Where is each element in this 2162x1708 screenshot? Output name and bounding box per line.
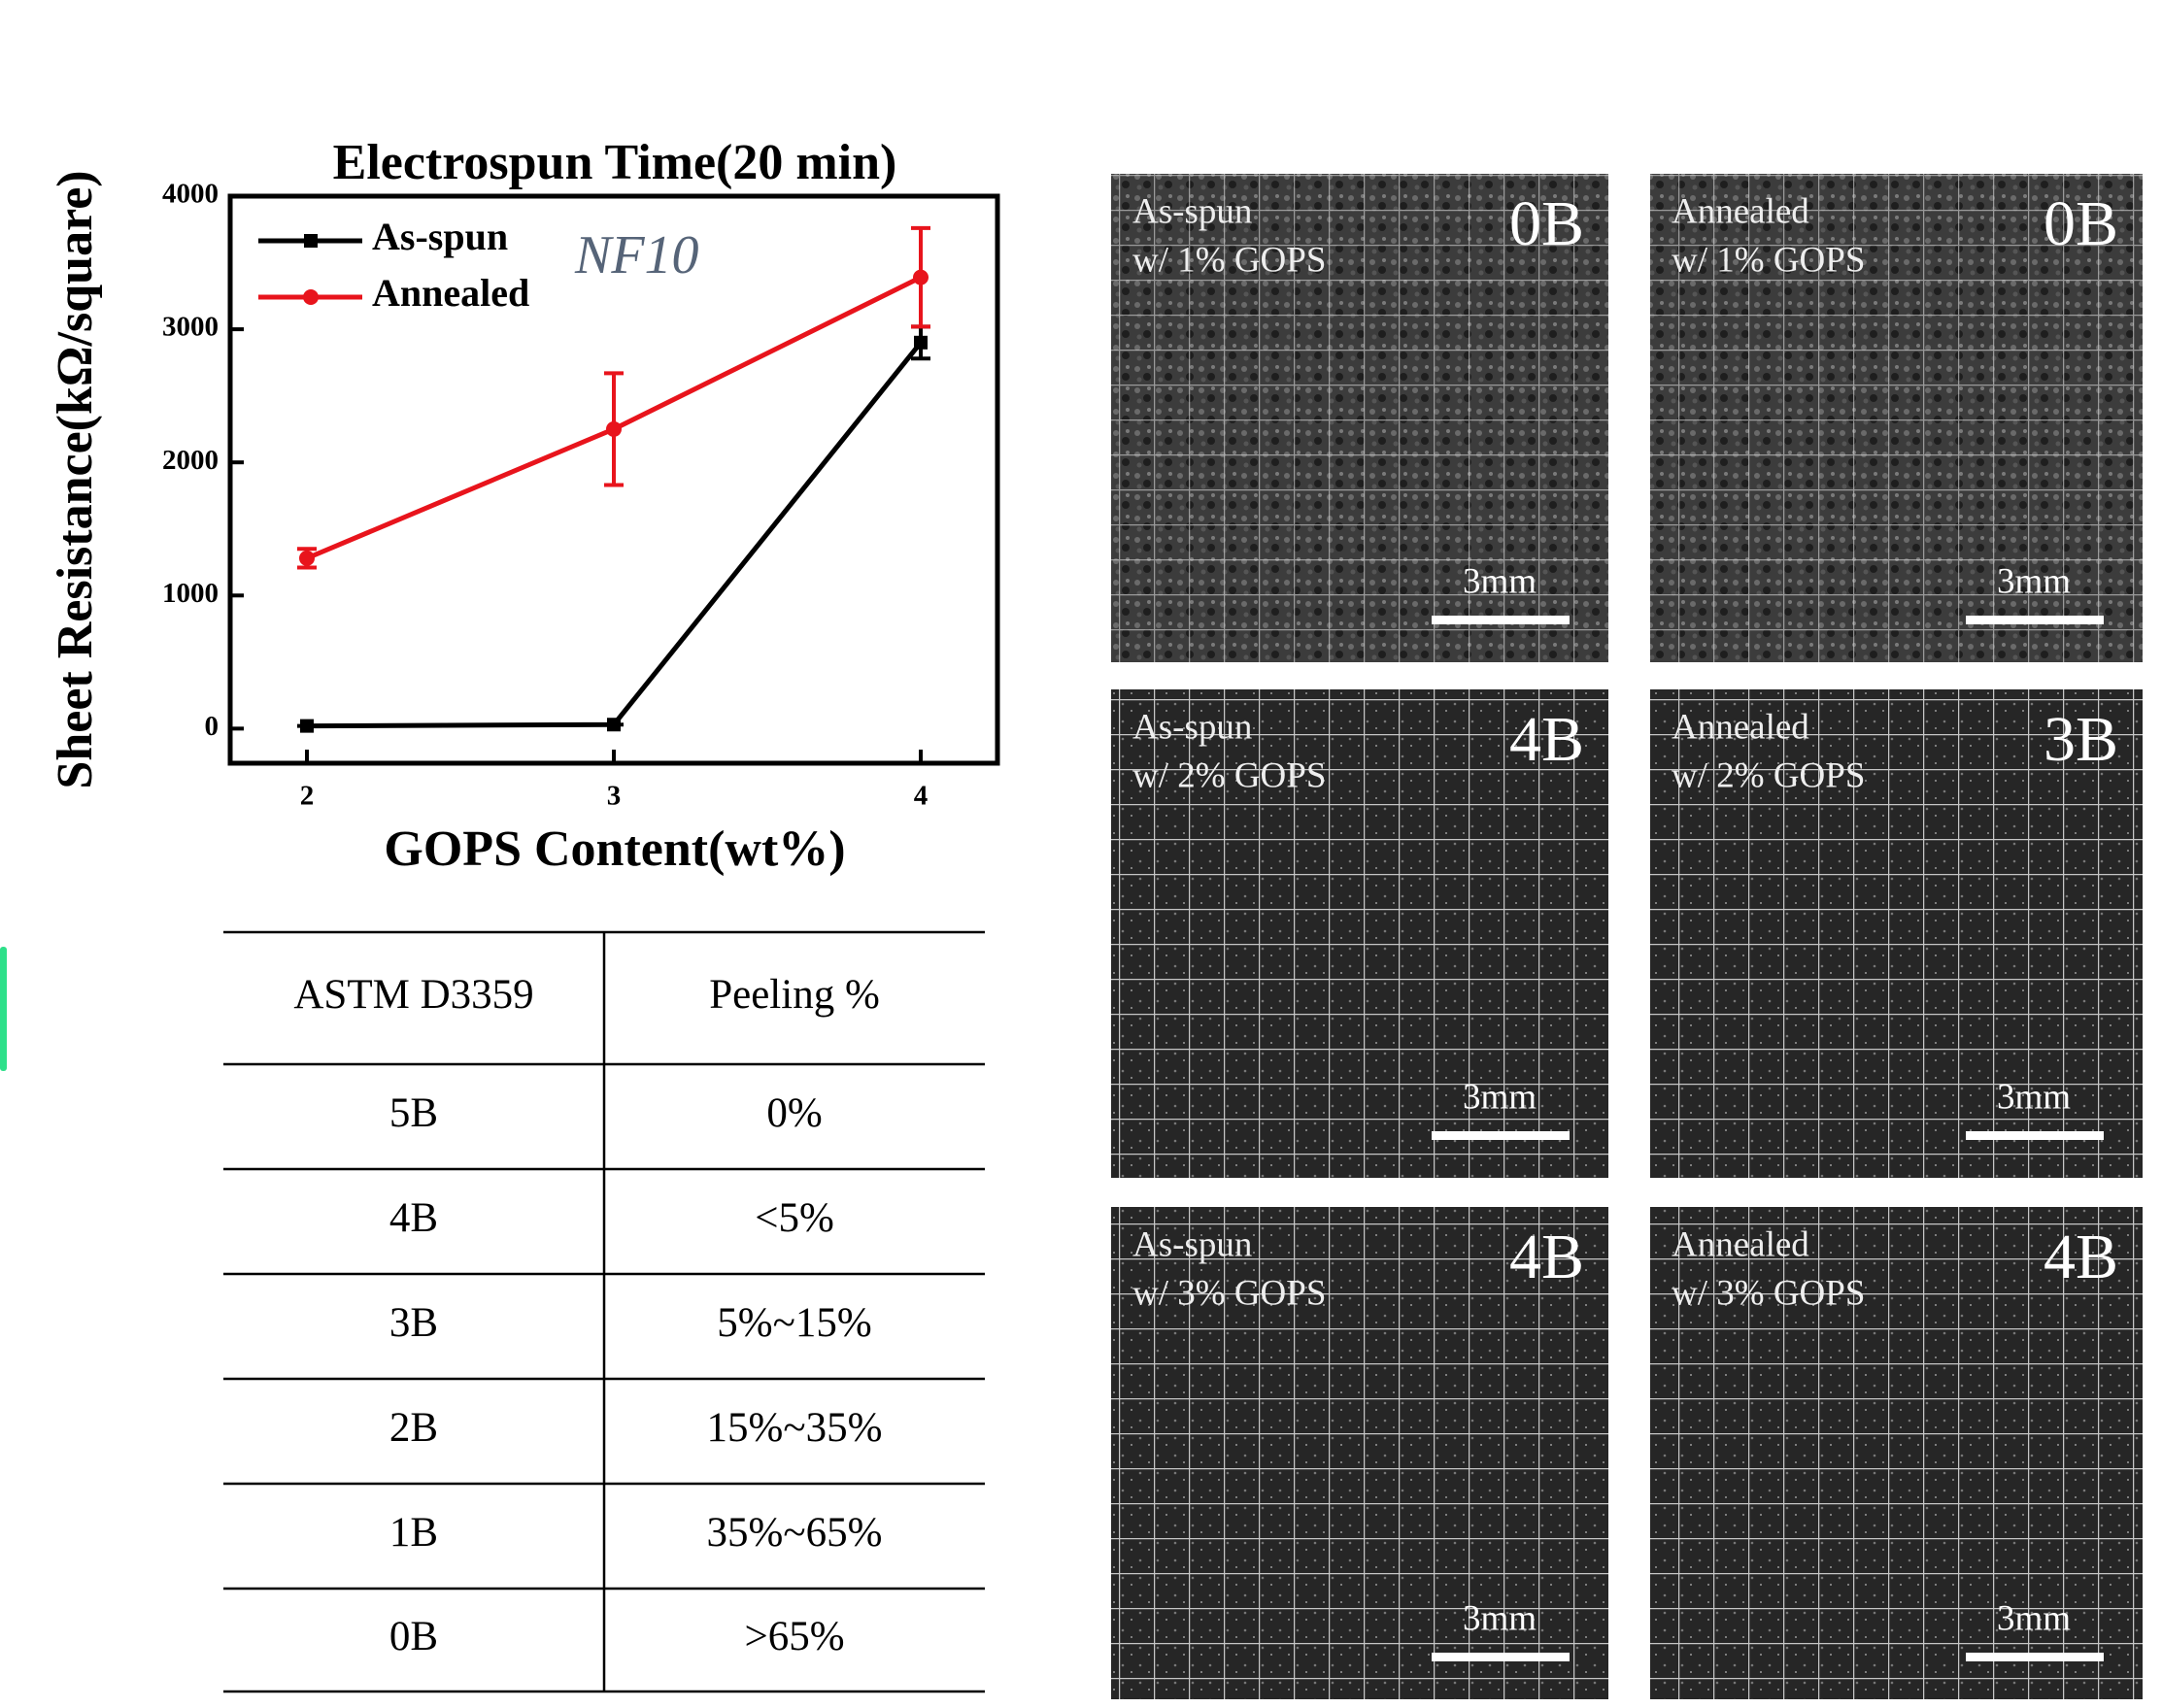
x-tick-label: 3 xyxy=(607,781,622,812)
table-cell: >65% xyxy=(744,1614,844,1659)
scale-label: 3mm xyxy=(1463,561,1537,601)
photo-label: As-spun xyxy=(1132,1224,1252,1264)
table-cell: <5% xyxy=(755,1195,834,1241)
x-tick-label: 2 xyxy=(300,781,315,812)
data-point xyxy=(914,336,928,350)
photo-grade: 4B xyxy=(1509,1222,1584,1292)
photo-grade: 3B xyxy=(2044,704,2118,775)
table-cell: 1B xyxy=(389,1510,438,1556)
scale-bar xyxy=(1966,1131,2104,1140)
annotation: NF10 xyxy=(574,225,699,285)
data-point xyxy=(913,270,929,285)
scale-label: 3mm xyxy=(1463,1077,1537,1117)
table-cell: 2B xyxy=(389,1405,438,1451)
photo-grade: 0B xyxy=(1509,188,1584,259)
scale-label: 3mm xyxy=(1997,1077,2071,1117)
side-tab xyxy=(0,947,7,1071)
data-point xyxy=(607,718,621,731)
photo-label: As-spun xyxy=(1132,191,1252,231)
y-tick-label: 2000 xyxy=(162,445,219,476)
data-point xyxy=(300,720,314,733)
scale-bar xyxy=(1966,1653,2104,1661)
photo-grade: 4B xyxy=(2044,1222,2118,1292)
scale-bar xyxy=(1432,616,1570,624)
photo-label: As-spun xyxy=(1132,707,1252,747)
y-tick-label: 0 xyxy=(205,711,220,742)
table-cell: 3B xyxy=(389,1300,438,1346)
table-cell: 35%~65% xyxy=(707,1510,883,1556)
page: Electrospun Time(20 min) GOPS Content(wt%… xyxy=(0,0,2162,1703)
chart-title: Electrospun Time(20 min) xyxy=(333,135,897,190)
table-cell: 5%~15% xyxy=(717,1300,871,1346)
photo-label: w/ 1% GOPS xyxy=(1132,240,1326,280)
legend-label: Annealed xyxy=(372,271,529,315)
table-cell: 0B xyxy=(389,1614,438,1659)
table-cell: 15%~35% xyxy=(707,1405,883,1451)
photo-grade: 0B xyxy=(2044,188,2118,259)
scale-bar xyxy=(1966,616,2104,624)
table-header: Peeling % xyxy=(709,972,880,1018)
data-point xyxy=(299,551,315,566)
photo-label: w/ 2% GOPS xyxy=(1672,755,1865,795)
photo-label: w/ 1% GOPS xyxy=(1672,240,1865,280)
table-cell: 5B xyxy=(389,1090,438,1136)
y-tick-label: 3000 xyxy=(162,312,219,343)
table-cell: 4B xyxy=(389,1195,438,1241)
y-tick-label: 1000 xyxy=(162,578,219,609)
scale-bar xyxy=(1432,1653,1570,1661)
scale-label: 3mm xyxy=(1997,561,2071,601)
photo-grade: 4B xyxy=(1509,704,1584,775)
x-axis-label: GOPS Content(wt%) xyxy=(384,821,845,877)
table-header: ASTM D3359 xyxy=(293,972,533,1018)
scale-label: 3mm xyxy=(1997,1598,2071,1638)
photo-label: w/ 3% GOPS xyxy=(1672,1273,1865,1313)
photo-label: Annealed xyxy=(1672,1224,1809,1264)
table-cell: 0% xyxy=(766,1090,822,1136)
legend-marker xyxy=(303,289,319,305)
y-axis-label: Sheet Resistance(kΩ/square) xyxy=(48,170,103,788)
photo-label: Annealed xyxy=(1672,191,1809,231)
legend-marker xyxy=(304,234,318,248)
data-point xyxy=(606,421,622,437)
y-tick-label: 4000 xyxy=(162,179,219,210)
scale-label: 3mm xyxy=(1463,1598,1537,1638)
photo-label: w/ 3% GOPS xyxy=(1132,1273,1326,1313)
photo-label: Annealed xyxy=(1672,707,1809,747)
scale-bar xyxy=(1432,1131,1570,1140)
photo-label: w/ 2% GOPS xyxy=(1132,755,1326,795)
legend-label: As-spun xyxy=(372,215,508,258)
x-tick-label: 4 xyxy=(914,781,929,812)
